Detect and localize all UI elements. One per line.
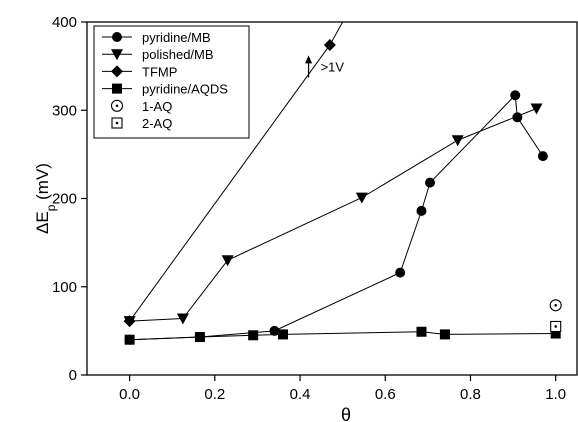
- data-point-pyridine-mb: [269, 325, 280, 336]
- y-axis-label: ΔEp (mV): [33, 163, 58, 234]
- data-point-pyridine-mb: [416, 205, 427, 216]
- legend-marker-tfmp: [111, 65, 123, 78]
- data-point-pyridine-aqds: [550, 328, 561, 339]
- y-tick-label: 0: [69, 367, 77, 384]
- legend-label-pyridine-mb: pyridine/MB: [142, 30, 211, 45]
- data-point-pyridine-mb: [510, 90, 521, 101]
- series-pyridine-aqds: [124, 326, 561, 345]
- annotation-text: >1V: [321, 59, 345, 74]
- data-point-polished-mb: [176, 313, 189, 325]
- series-2-aq: [550, 320, 562, 333]
- legend-label-2-aq: 2-AQ: [142, 116, 172, 131]
- data-point-pyridine-aqds: [248, 330, 259, 341]
- legend-marker-pyridine-aqds: [112, 83, 122, 94]
- data-point-1-aq-dot: [554, 303, 557, 307]
- data-point-pyridine-aqds: [439, 329, 450, 340]
- legend-label-pyridine-aqds: pyridine/AQDS: [142, 82, 228, 97]
- legend: pyridine/MB polished/MB TFMP pyridine/AQDS 1…: [93, 25, 250, 139]
- data-point-pyridine-aqds: [194, 332, 205, 343]
- y-tick-label: 100: [52, 279, 77, 296]
- series-line-polished-mb: [129, 108, 537, 322]
- series-layer: [123, 22, 562, 345]
- annotation-arrow-head: [305, 55, 313, 64]
- data-point-pyridine-mb: [395, 267, 406, 278]
- legend-marker-1-aq-dot: [115, 104, 119, 108]
- data-point-tfmp: [123, 315, 136, 328]
- legend-marker-2-aq-dot: [115, 121, 119, 125]
- data-point-2-aq: [550, 320, 562, 333]
- legend-marker-pyridine-mb: [112, 32, 122, 42]
- series-line-pyridine-aqds: [129, 331, 556, 341]
- legend-marker-2-aq: [111, 117, 123, 129]
- legend-marker-polished-mb: [111, 49, 123, 61]
- data-point-2-aq-dot: [554, 325, 557, 328]
- data-point-1-aq: [549, 299, 562, 312]
- legend-label-tfmp: TFMP: [142, 64, 177, 79]
- x-tick-label: 0.0: [119, 386, 140, 403]
- x-tick-label: 0.2: [204, 386, 225, 403]
- legend-label-polished-mb: polished/MB: [142, 47, 214, 62]
- data-point-polished-mb: [451, 135, 464, 147]
- y-tick-label: 300: [52, 102, 77, 119]
- axes: 0 100 200 300 400 0.0 0.2 0.4 0.6 0.8 1.0 θ ΔEp (mV): [33, 14, 578, 422]
- legend-label-1-aq: 1-AQ: [142, 99, 172, 114]
- x-tick-label: 0.8: [460, 386, 481, 403]
- annotation-layer: >1V: [305, 55, 345, 78]
- legend-marker-1-aq: [110, 99, 124, 112]
- x-tick-label: 1.0: [545, 386, 566, 403]
- annotation: >1V: [305, 55, 345, 78]
- data-point-polished-mb: [355, 192, 368, 204]
- data-point-pyridine-mb: [425, 177, 435, 188]
- data-point-tfmp: [323, 38, 336, 51]
- y-tick-label: 400: [52, 14, 77, 31]
- data-point-polished-mb: [530, 103, 543, 115]
- series-tfmp: [123, 22, 344, 328]
- data-point-pyridine-aqds: [124, 334, 135, 345]
- y-tick-label: 200: [52, 191, 77, 208]
- x-tick-label: 0.4: [290, 386, 311, 403]
- data-point-pyridine-mb: [537, 151, 548, 162]
- data-point-pyridine-aqds: [278, 329, 288, 340]
- series-1-aq: [549, 299, 562, 312]
- x-tick-label: 0.6: [375, 386, 396, 403]
- x-axis-label: θ: [341, 405, 351, 422]
- data-point-pyridine-aqds: [416, 326, 427, 337]
- data-point-polished-mb: [221, 255, 234, 267]
